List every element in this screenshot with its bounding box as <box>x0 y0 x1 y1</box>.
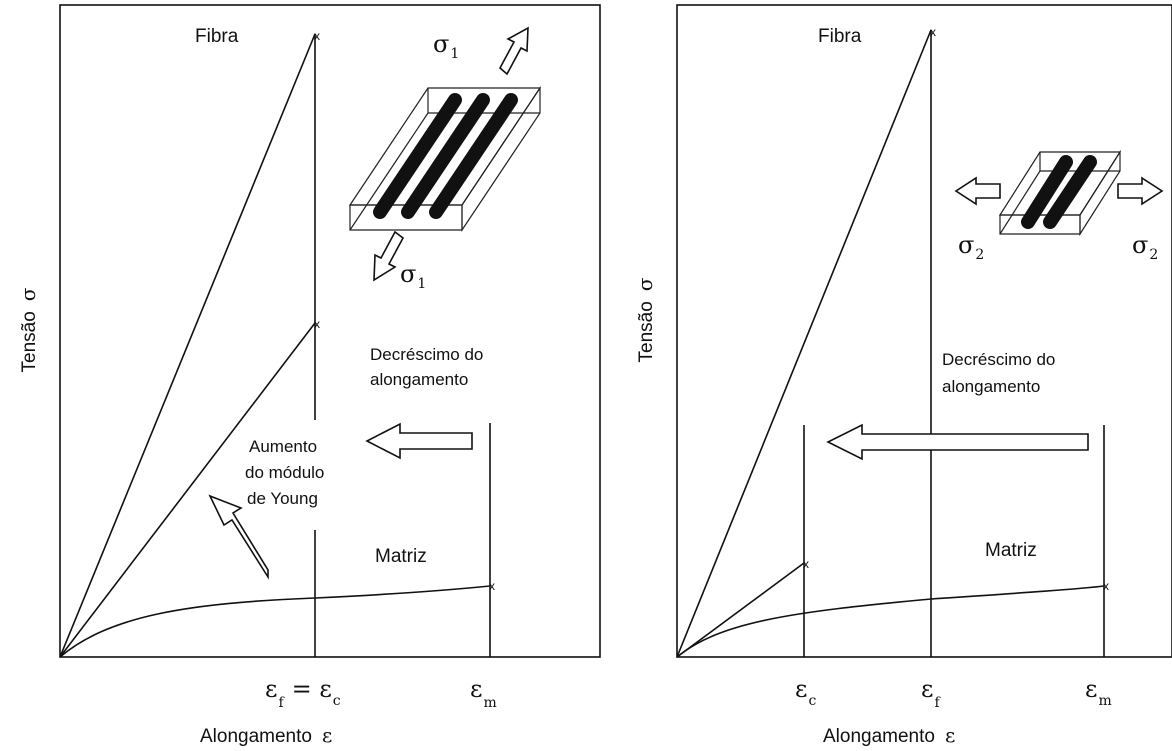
svg-text:alongamento: alongamento <box>942 377 1040 396</box>
right-matrix-failure-mark: x <box>1103 579 1109 593</box>
svg-text:Tensãoσ: Tensãoσ <box>16 287 40 372</box>
left-y-axis-label: Tensãoσ <box>16 287 40 372</box>
right-sigma2-arrow-left-icon <box>954 176 1001 206</box>
right-y-axis-label: Tensãoσ <box>633 277 657 362</box>
left-matrix-curve <box>59 585 491 658</box>
right-sigma2-left: σ2 <box>958 231 984 263</box>
right-tick-em: εm <box>1085 675 1112 709</box>
right-panel: Tensãoσ x x x Fibra Matriz Decréscimo do… <box>633 4 1172 747</box>
left-modulus-arrow-icon <box>208 494 269 580</box>
svg-text:de Young: de Young <box>247 489 318 508</box>
left-tick-ef-ec: εf = εc <box>265 675 341 711</box>
left-frame <box>59 4 601 658</box>
left-composite-curve <box>59 322 316 658</box>
left-composite-failure-mark: x <box>314 317 320 331</box>
right-composite-block-icon <box>998 149 1122 237</box>
right-fiber-failure-mark: x <box>930 25 936 39</box>
svg-text:Decréscimo do: Decréscimo do <box>370 345 483 364</box>
left-matrix-label: Matriz <box>375 546 427 567</box>
left-fiber-failure-mark: x <box>314 29 320 43</box>
svg-text:Aumento: Aumento <box>249 437 317 456</box>
left-composite-block-icon <box>348 86 542 232</box>
svg-text:do módulo: do módulo <box>245 463 324 482</box>
right-fiber-label: Fibra <box>818 26 862 47</box>
left-sigma1-bottom: σ1 <box>400 260 426 292</box>
right-composite-failure-mark: x <box>803 557 809 571</box>
right-annot-decrease: Decréscimo do alongamento <box>942 350 1055 396</box>
right-frame <box>676 4 1172 658</box>
left-tick-em: εm <box>470 675 497 711</box>
right-sigma2-right: σ2 <box>1132 231 1158 263</box>
left-fiber-curve <box>59 33 316 658</box>
right-fiber-curve <box>676 29 932 658</box>
left-matrix-failure-mark: x <box>489 579 495 593</box>
left-annot-modulus: Aumento do módulo de Young <box>245 437 324 508</box>
left-sigma1-arrow-down-icon <box>373 230 405 282</box>
right-sigma2-arrow-right-icon <box>1117 176 1164 206</box>
left-x-axis-label: Alongamento ε <box>200 723 332 747</box>
right-tick-ef: εf <box>921 675 941 711</box>
right-matrix-label: Matriz <box>985 540 1037 561</box>
left-decrease-arrow-icon <box>365 422 473 460</box>
left-panel: Tensãoσ x x x Fibra Matriz Decréscimo do… <box>16 4 601 747</box>
right-composite-curve <box>676 562 805 658</box>
left-sigma1-top: σ1 <box>433 30 459 62</box>
svg-text:Decréscimo do: Decréscimo do <box>942 350 1055 369</box>
svg-text:Tensãoσ: Tensãoσ <box>633 277 657 362</box>
left-sigma1-arrow-up-icon <box>498 26 529 76</box>
right-matrix-curve <box>676 585 1105 658</box>
right-decrease-arrow-icon <box>826 423 1089 461</box>
svg-text:alongamento: alongamento <box>370 370 468 389</box>
right-x-axis-label: Alongamento ε <box>823 723 955 747</box>
left-annot-decrease: Decréscimo do alongamento <box>370 345 483 389</box>
left-fiber-label: Fibra <box>195 26 239 47</box>
right-tick-ec: εc <box>795 675 816 709</box>
